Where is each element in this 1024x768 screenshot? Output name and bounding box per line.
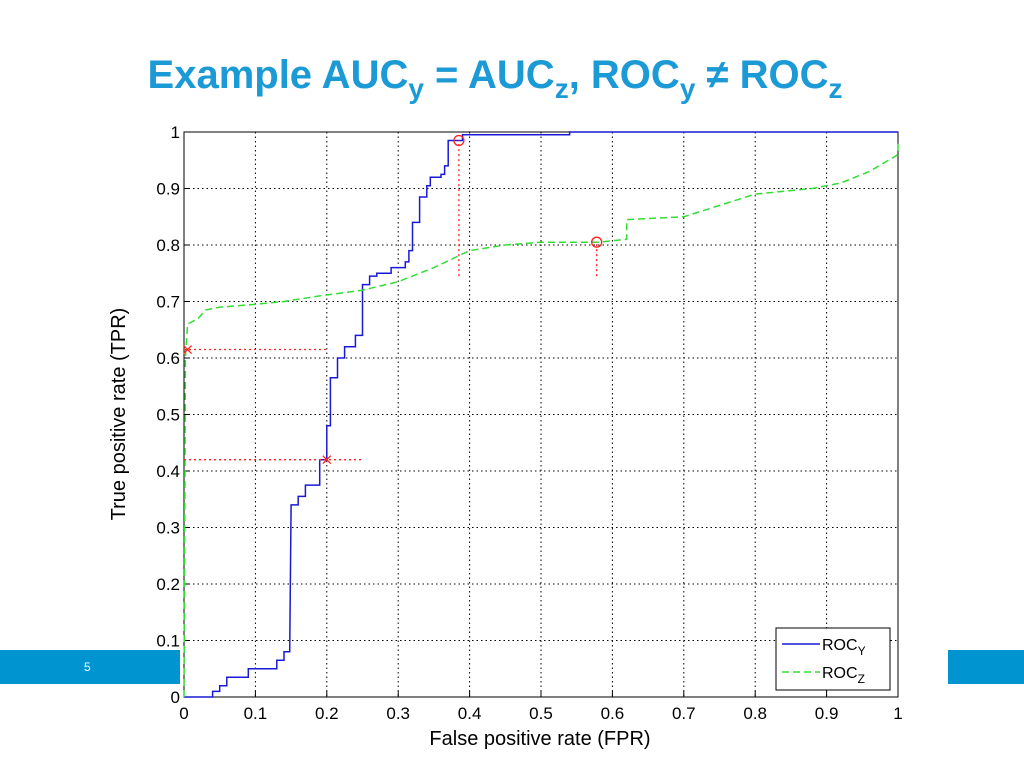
y-tick-label: 0.1 <box>156 632 180 651</box>
title-subscript: z <box>828 73 842 104</box>
y-tick-label: 0.4 <box>156 462 180 481</box>
slide-title: Example AUCy = AUCz, ROCy ≠ ROCz <box>148 53 843 104</box>
title-subscript: y <box>680 73 696 104</box>
x-tick-label: 0.8 <box>743 704 767 723</box>
x-tick-label: 0.4 <box>458 704 482 723</box>
legend-name: ROC <box>822 665 858 682</box>
x-tick-label: 0 <box>179 704 188 723</box>
plot-frame <box>183 131 899 698</box>
y-tick-label: 0.7 <box>156 293 180 312</box>
title-subscript: y <box>408 73 424 104</box>
x-tick-label: 0.9 <box>815 704 839 723</box>
x-axis-label: False positive rate (FPR) <box>429 728 650 750</box>
roc-line <box>183 143 899 698</box>
legend-label: ROCY <box>822 637 866 658</box>
y-tick-label: 0.8 <box>156 236 180 255</box>
y-tick-label: 0.2 <box>156 575 180 594</box>
y-tick-label: 0.6 <box>156 349 180 368</box>
title-text: ≠ ROC <box>695 53 828 97</box>
x-tick-label: 0.5 <box>529 704 553 723</box>
legend-subscript: Y <box>858 644 866 658</box>
legend-label: ROCZ <box>822 665 865 686</box>
y-tick-label: 0 <box>171 688 180 707</box>
x-tick-label: 0.7 <box>672 704 696 723</box>
title-subscript: z <box>555 73 569 104</box>
y-tick-label: 0.3 <box>156 519 180 538</box>
title-text: , ROC <box>569 53 680 97</box>
legend-name: ROC <box>822 637 858 654</box>
x-tick-label: 0.2 <box>315 704 339 723</box>
x-tick-label: 0.3 <box>386 704 410 723</box>
highlight-point <box>322 455 332 465</box>
y-tick-label: 1 <box>171 123 180 142</box>
accent-bar-right <box>948 650 1024 684</box>
y-tick-label: 0.9 <box>156 180 180 199</box>
highlight-point <box>591 236 603 248</box>
title-text: = AUC <box>424 53 555 97</box>
page-number: 5 <box>84 660 91 674</box>
x-tick-label: 0.6 <box>601 704 625 723</box>
highlight-point <box>453 134 465 147</box>
accent-bar-left <box>0 650 180 684</box>
y-axis-label: True positive rate (TPR) <box>108 308 130 521</box>
roc-line <box>184 131 898 698</box>
title-text: Example AUC <box>148 53 409 97</box>
highlight-point <box>183 345 193 354</box>
legend-subscript: Z <box>858 672 865 686</box>
y-tick-label: 0.5 <box>156 406 180 425</box>
x-tick-label: 0.1 <box>244 704 268 723</box>
x-tick-label: 1 <box>893 704 902 723</box>
legend-box <box>775 627 891 691</box>
